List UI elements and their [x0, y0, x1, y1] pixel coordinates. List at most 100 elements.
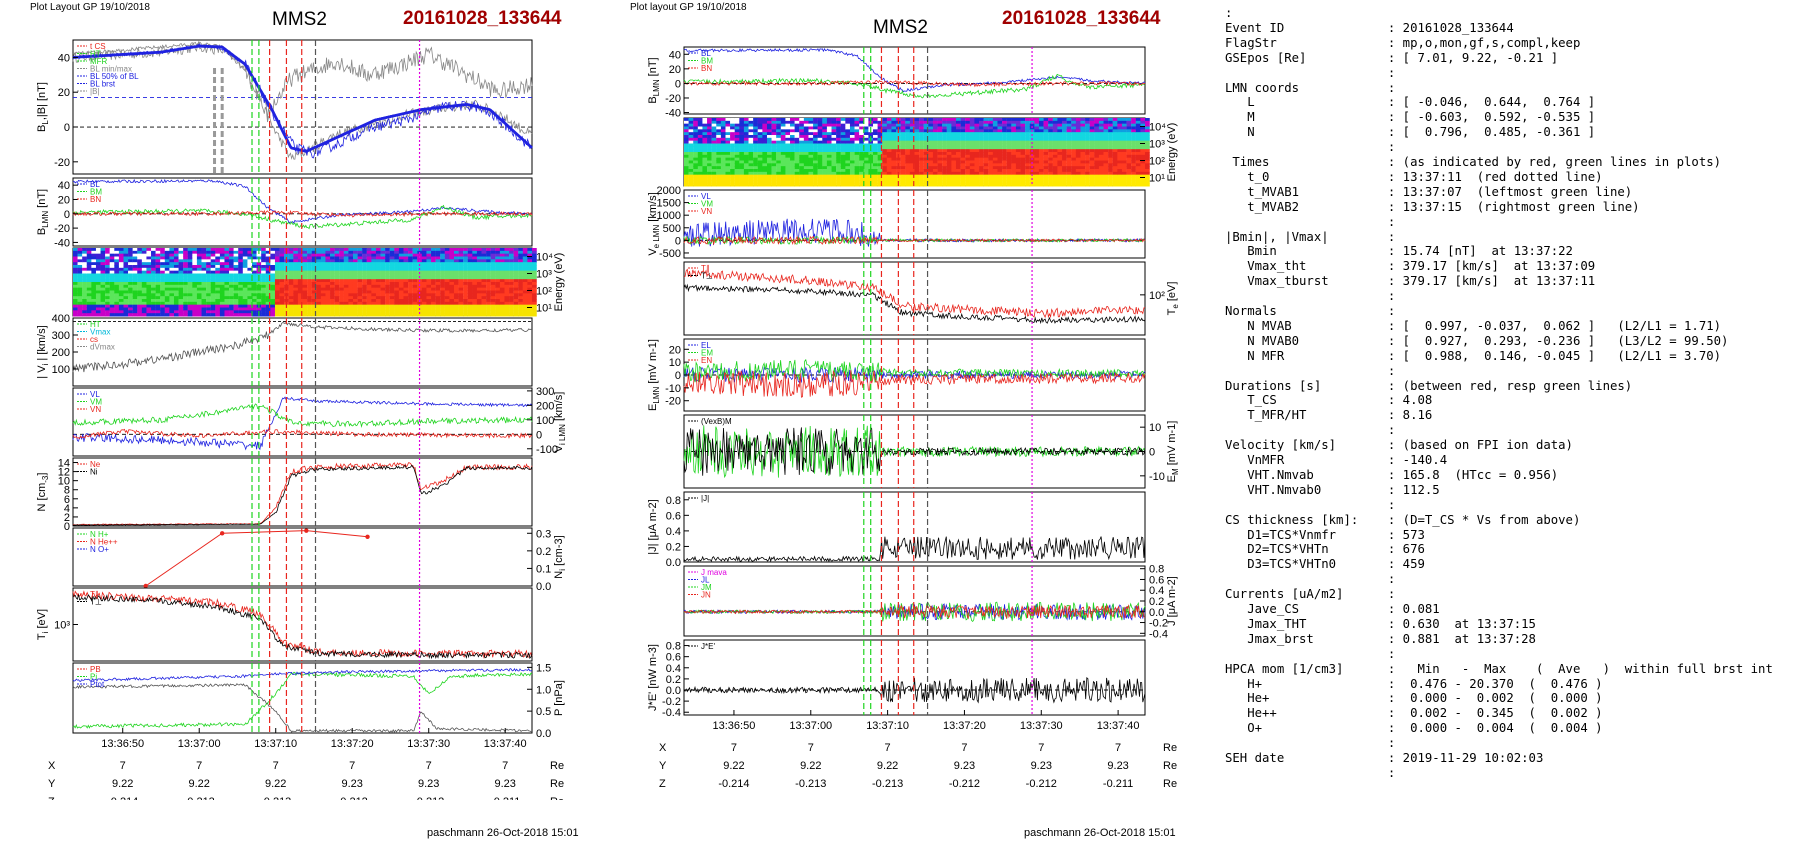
spectrogram-cell [302, 301, 308, 306]
spectrogram-cell [348, 313, 354, 317]
spectrogram-cell [242, 301, 248, 306]
spectrogram-cell [1071, 169, 1077, 173]
spectrogram-cell [702, 157, 708, 161]
spectrogram-cell [371, 259, 377, 263]
legend-label: BL brst [90, 80, 116, 89]
spectrogram-cell [808, 163, 814, 167]
spectrogram-cell [757, 149, 763, 153]
spectrogram-cell [440, 310, 445, 314]
spectrogram-cell [302, 290, 308, 294]
spectrogram-cell [330, 282, 335, 286]
spectrogram-cell [707, 140, 712, 144]
spectrogram-cell [919, 174, 924, 178]
spectrogram-cell [757, 166, 763, 170]
spectrogram-cell [509, 279, 514, 283]
spectrogram-cell [509, 250, 514, 255]
spectrogram-cell [274, 265, 280, 269]
spectrogram-cell [380, 276, 386, 280]
spectrogram-cell [803, 157, 809, 161]
spectrogram-cell [979, 123, 984, 127]
spectrogram-cell [836, 152, 841, 156]
spectrogram-cell [412, 284, 418, 289]
y-tick-label: -20 [54, 223, 70, 235]
spectrogram-cell [486, 279, 491, 283]
spectrogram-cell [707, 157, 712, 161]
spectrogram-cell [403, 279, 409, 283]
spectrogram-cell [307, 273, 312, 277]
spectrogram-cell [169, 310, 175, 314]
spectrogram-cell [105, 259, 110, 263]
spectrogram-cell [385, 267, 390, 272]
spectrogram-cell [389, 259, 395, 263]
pi-series [72, 671, 533, 729]
spectrogram-cell [486, 253, 491, 257]
spectrogram-cell [316, 267, 322, 272]
spectrogram-cell [873, 149, 878, 153]
spectrogram-cell [463, 282, 468, 286]
spectrogram-cell [753, 163, 758, 167]
spectrogram-cell [836, 140, 841, 144]
spectrogram-cell [444, 262, 450, 266]
spectrogram-cell [224, 301, 230, 306]
spectrogram-cell [753, 135, 758, 139]
spectrogram-cell [817, 126, 823, 130]
spectrogram-cell [794, 171, 800, 176]
spectrogram-cell [886, 149, 892, 153]
spectrogram-cell [720, 146, 726, 150]
spectrogram-cell [233, 290, 239, 294]
spectrogram-cell [421, 313, 427, 317]
spectrogram-cell [141, 267, 147, 272]
spectrogram-cell [1025, 143, 1030, 147]
spectrogram-cell [822, 157, 828, 161]
spectrogram-cell [836, 166, 841, 170]
spectrogram-cell [472, 256, 478, 260]
spectrogram-cell [481, 276, 487, 280]
spectrogram-cell [1080, 126, 1086, 130]
spectrogram-cell [316, 287, 322, 291]
spectrogram-cell [132, 248, 138, 252]
spectrogram-cell [73, 276, 78, 280]
spectrogram-cell [118, 287, 124, 291]
spectrogram-cell [951, 171, 957, 176]
spectrogram-cell [836, 174, 841, 178]
spectrogram-cell [219, 299, 225, 303]
spectrogram-cell [330, 299, 335, 303]
spectrogram-cell [348, 304, 354, 308]
spectrogram-cell [431, 265, 436, 269]
spectrogram-cell [854, 183, 860, 187]
spectrogram-cell [86, 253, 92, 257]
spectrogram-cell [974, 140, 980, 144]
spectrogram-cell [311, 304, 317, 308]
spectrogram-cell [366, 299, 372, 303]
spectrogram-cell [481, 282, 487, 286]
spectrogram-cell [859, 160, 864, 164]
spectrogram-cell [748, 177, 754, 181]
spectrogram-cell [481, 301, 487, 306]
spectrogram-cell [82, 310, 87, 314]
spectrogram-cell [421, 256, 427, 260]
spectrogram-cell [82, 301, 87, 306]
spectrogram-cell [905, 166, 911, 170]
spectrogram-cell [256, 253, 262, 257]
spectrogram-cell [265, 284, 271, 289]
spectrogram-cell [252, 253, 257, 257]
spectrogram-cell [1071, 160, 1077, 164]
spectrogram-cell [380, 250, 386, 255]
legend-entry: BM [688, 57, 713, 66]
spectrogram-cell [868, 152, 874, 156]
spectrogram-cell [100, 262, 106, 266]
spectrogram-cell [826, 146, 832, 150]
spectrogram-cell [707, 120, 712, 125]
spectrogram-cell [224, 248, 230, 252]
spectrogram-cell [684, 132, 689, 136]
spectrogram-cell [495, 267, 501, 272]
spectrogram-cell [1062, 174, 1067, 178]
spectrogram-cell [992, 123, 998, 127]
spectrogram-cell [476, 276, 482, 280]
spectrogram-cell [803, 160, 809, 164]
spectrogram-cell [169, 304, 175, 308]
spectrogram-cell [1006, 169, 1012, 173]
spectrogram-cell [215, 273, 221, 277]
spectrogram-cell [458, 273, 464, 277]
legend-entry: BL [688, 49, 711, 58]
